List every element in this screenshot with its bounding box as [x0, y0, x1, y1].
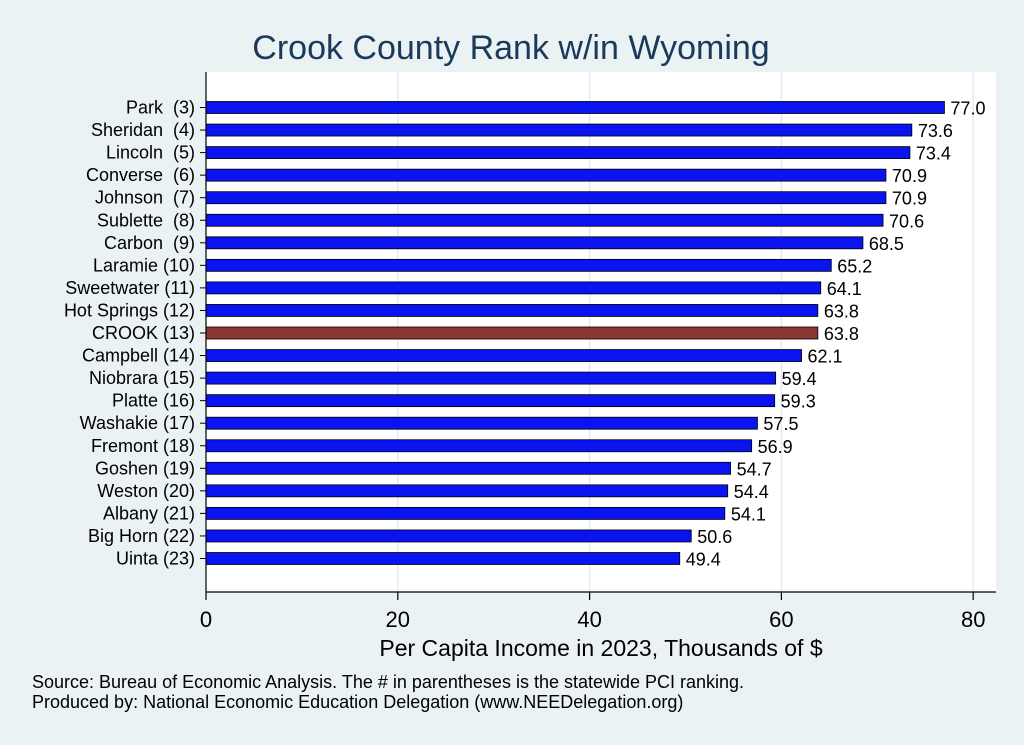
bar	[205, 304, 819, 317]
category-label: Carbon (9)	[104, 233, 195, 253]
value-label: 68.5	[869, 234, 904, 254]
category-label: Converse (6)	[86, 165, 195, 185]
bar	[205, 123, 913, 137]
bar	[205, 191, 887, 205]
value-label: 70.9	[892, 189, 927, 209]
value-label: 70.6	[889, 211, 924, 231]
bar	[205, 281, 822, 295]
bar	[205, 168, 887, 182]
bar	[205, 258, 832, 272]
category-label: Campbell (14)	[82, 346, 195, 366]
category-label: Sheridan (4)	[91, 120, 195, 140]
value-label: 54.7	[737, 459, 772, 479]
bar	[205, 371, 777, 385]
value-label: 56.9	[758, 437, 793, 457]
category-label: Hot Springs (12)	[64, 300, 195, 320]
category-label: Laramie (10)	[93, 255, 195, 275]
category-label: Platte (16)	[112, 391, 195, 411]
bar	[205, 552, 681, 565]
x-ticks: 0 20 40 60 80	[200, 592, 985, 632]
bar-highlight	[205, 326, 819, 340]
x-tick-label: 80	[961, 607, 985, 632]
category-label: Sweetwater (11)	[65, 278, 195, 298]
bar	[205, 101, 945, 114]
value-label: 77.0	[950, 99, 985, 119]
value-label: 49.4	[686, 550, 721, 570]
bar	[205, 213, 884, 227]
category-label: CROOK (13)	[92, 323, 195, 343]
category-label: Weston (20)	[97, 481, 195, 501]
category-label: Sublette (8)	[97, 210, 195, 230]
x-tick-label: 0	[200, 607, 212, 632]
value-label: 62.1	[808, 347, 843, 367]
value-label: 59.4	[782, 369, 817, 389]
bar	[205, 484, 729, 498]
category-label: Lincoln (5)	[106, 143, 195, 163]
value-label: 63.8	[824, 301, 859, 321]
category-label: Washakie (17)	[80, 413, 195, 433]
category-label: Johnson (7)	[95, 188, 195, 208]
value-label: 73.4	[916, 144, 951, 164]
bar	[205, 394, 776, 408]
category-label: Albany (21)	[103, 503, 195, 523]
x-tick-label: 40	[577, 607, 601, 632]
category-label: Niobrara (15)	[89, 368, 195, 388]
x-tick-label: 60	[769, 607, 793, 632]
category-label: Uinta (23)	[116, 549, 195, 569]
bar	[205, 439, 753, 453]
source-note: Source: Bureau of Economic Analysis. The…	[32, 672, 745, 692]
value-label: 57.5	[763, 414, 798, 434]
category-label: Big Horn (22)	[88, 526, 195, 546]
value-label: 63.8	[824, 324, 859, 344]
x-axis-title: Per Capita Income in 2023, Thousands of …	[379, 635, 822, 661]
bar	[205, 349, 802, 362]
bar	[205, 236, 864, 250]
bar	[205, 461, 731, 475]
value-label: 64.1	[827, 279, 862, 299]
producer-note: Produced by: National Economic Education…	[32, 692, 684, 712]
category-label: Goshen (19)	[95, 458, 195, 478]
category-labels: Park (3)Sheridan (4) Lincoln (5)Converse …	[64, 98, 206, 569]
bar	[205, 416, 758, 430]
category-label: Park (3)	[126, 98, 195, 118]
bar	[205, 146, 911, 160]
value-label: 73.6	[918, 121, 953, 141]
value-labels: 77.073.673.470.970.970.668.565.264.163.8…	[686, 99, 986, 570]
value-label: 54.1	[731, 504, 766, 524]
value-label: 70.9	[892, 166, 927, 186]
value-label: 54.4	[734, 482, 769, 502]
x-tick-label: 20	[386, 607, 410, 632]
value-label: 59.3	[781, 392, 816, 412]
value-label: 50.6	[697, 527, 732, 547]
bar	[205, 529, 692, 543]
category-label: Fremont (18)	[91, 436, 195, 456]
bars	[205, 101, 945, 565]
bar	[205, 506, 726, 520]
value-label: 65.2	[837, 256, 872, 276]
chart-title: Crook County Rank w/in Wyoming	[252, 29, 769, 67]
